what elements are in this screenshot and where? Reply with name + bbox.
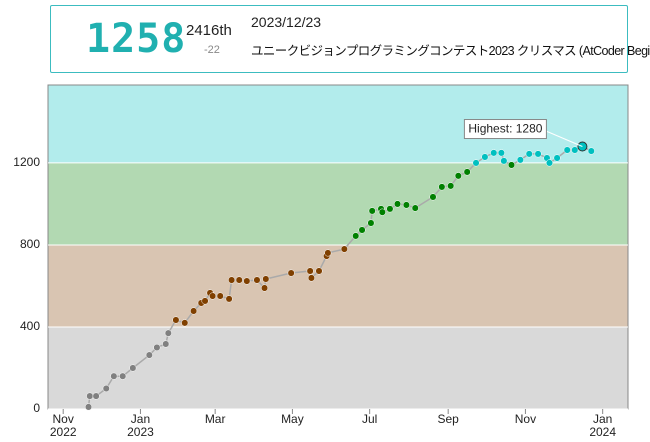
annotation: Highest: 1280 [468, 122, 542, 136]
x-tick-label: Nov 2022 [50, 412, 77, 439]
rating-point [201, 297, 209, 305]
rating: 1258 [86, 16, 187, 62]
rating-point [84, 403, 93, 411]
rating-point [358, 226, 366, 234]
rating-diff: -22 [204, 44, 220, 56]
y-tick-label: 800 [20, 237, 40, 251]
rating-band [48, 244, 628, 327]
rating-point [447, 182, 455, 190]
rating-point [86, 392, 94, 400]
contest-name[interactable]: ユニークビジョンプログラミングコンテスト2023 クリスマス (AtCoder … [251, 44, 650, 58]
rating-point [243, 277, 251, 285]
rating-point [262, 275, 270, 283]
annotation-line [542, 129, 583, 147]
rating-point [393, 200, 402, 208]
rating-point [411, 204, 419, 212]
rating-point [472, 159, 480, 167]
rating-point [340, 245, 348, 253]
x-tick-label: Jan 2023 [127, 412, 154, 439]
rating-point [92, 392, 100, 400]
rating-point [563, 146, 571, 154]
rating-point [454, 172, 462, 180]
rating-point [367, 219, 375, 227]
rating-point [587, 147, 595, 155]
rating-point [324, 249, 332, 257]
rating-point [253, 276, 261, 284]
x-tick-label: Mar [205, 412, 226, 426]
y-tick-label: 400 [20, 319, 40, 333]
rating-point [235, 276, 243, 284]
rating-point [261, 284, 269, 292]
x-tick-label: Jul [362, 412, 377, 426]
rating-point [386, 205, 394, 213]
rating-point [307, 274, 315, 282]
contest-header: 1258 2416th -22 2023/12/23 ユニークビジョンプログラミ… [50, 5, 650, 73]
rating-point [352, 232, 360, 240]
rating-point [402, 201, 410, 209]
rating-point [162, 340, 170, 348]
rating-point [145, 351, 153, 359]
rank: 2416th [186, 22, 232, 39]
rating-point [490, 149, 498, 157]
rating-point [497, 149, 505, 157]
y-tick-label: 1200 [13, 155, 40, 169]
rating-point [164, 329, 172, 337]
rating-point [438, 183, 446, 191]
rating-point [153, 343, 161, 352]
rating-point [119, 372, 127, 380]
annotation-box [463, 119, 547, 140]
rating-point [368, 207, 376, 215]
x-tick-label: Sep [437, 412, 459, 426]
rating-point [102, 384, 110, 393]
rating-point [225, 295, 233, 303]
x-tick-label: Jan 2024 [589, 412, 616, 439]
rating-point [181, 319, 189, 327]
rating-point [129, 364, 137, 372]
rating-point [190, 307, 198, 315]
rating-point [110, 372, 118, 380]
rating-point [287, 269, 295, 277]
rating-point [315, 267, 323, 275]
rating-point [545, 159, 554, 167]
rating-band [48, 326, 628, 409]
rating-point [216, 292, 224, 300]
y-tick-label: 0 [33, 401, 40, 415]
rating-point [209, 292, 217, 300]
rating-line [87, 145, 592, 408]
rating-point [429, 193, 437, 201]
rating-point [481, 153, 489, 161]
rating-point [228, 276, 236, 284]
x-tick-label: May [281, 412, 304, 426]
rating-point [534, 150, 542, 158]
rating-point [571, 146, 579, 154]
rating-band [48, 162, 628, 245]
rating-point [306, 267, 314, 275]
x-tick-label: Nov [515, 412, 536, 426]
rating-point [525, 150, 533, 158]
contest-date: 2023/12/23 [251, 14, 322, 30]
rating-point [553, 154, 561, 162]
rating-point [463, 168, 471, 176]
rating-point [516, 156, 524, 164]
rating-point [507, 161, 516, 169]
rating-point [500, 157, 508, 165]
rating-point [378, 208, 386, 216]
rating-point [172, 316, 180, 324]
